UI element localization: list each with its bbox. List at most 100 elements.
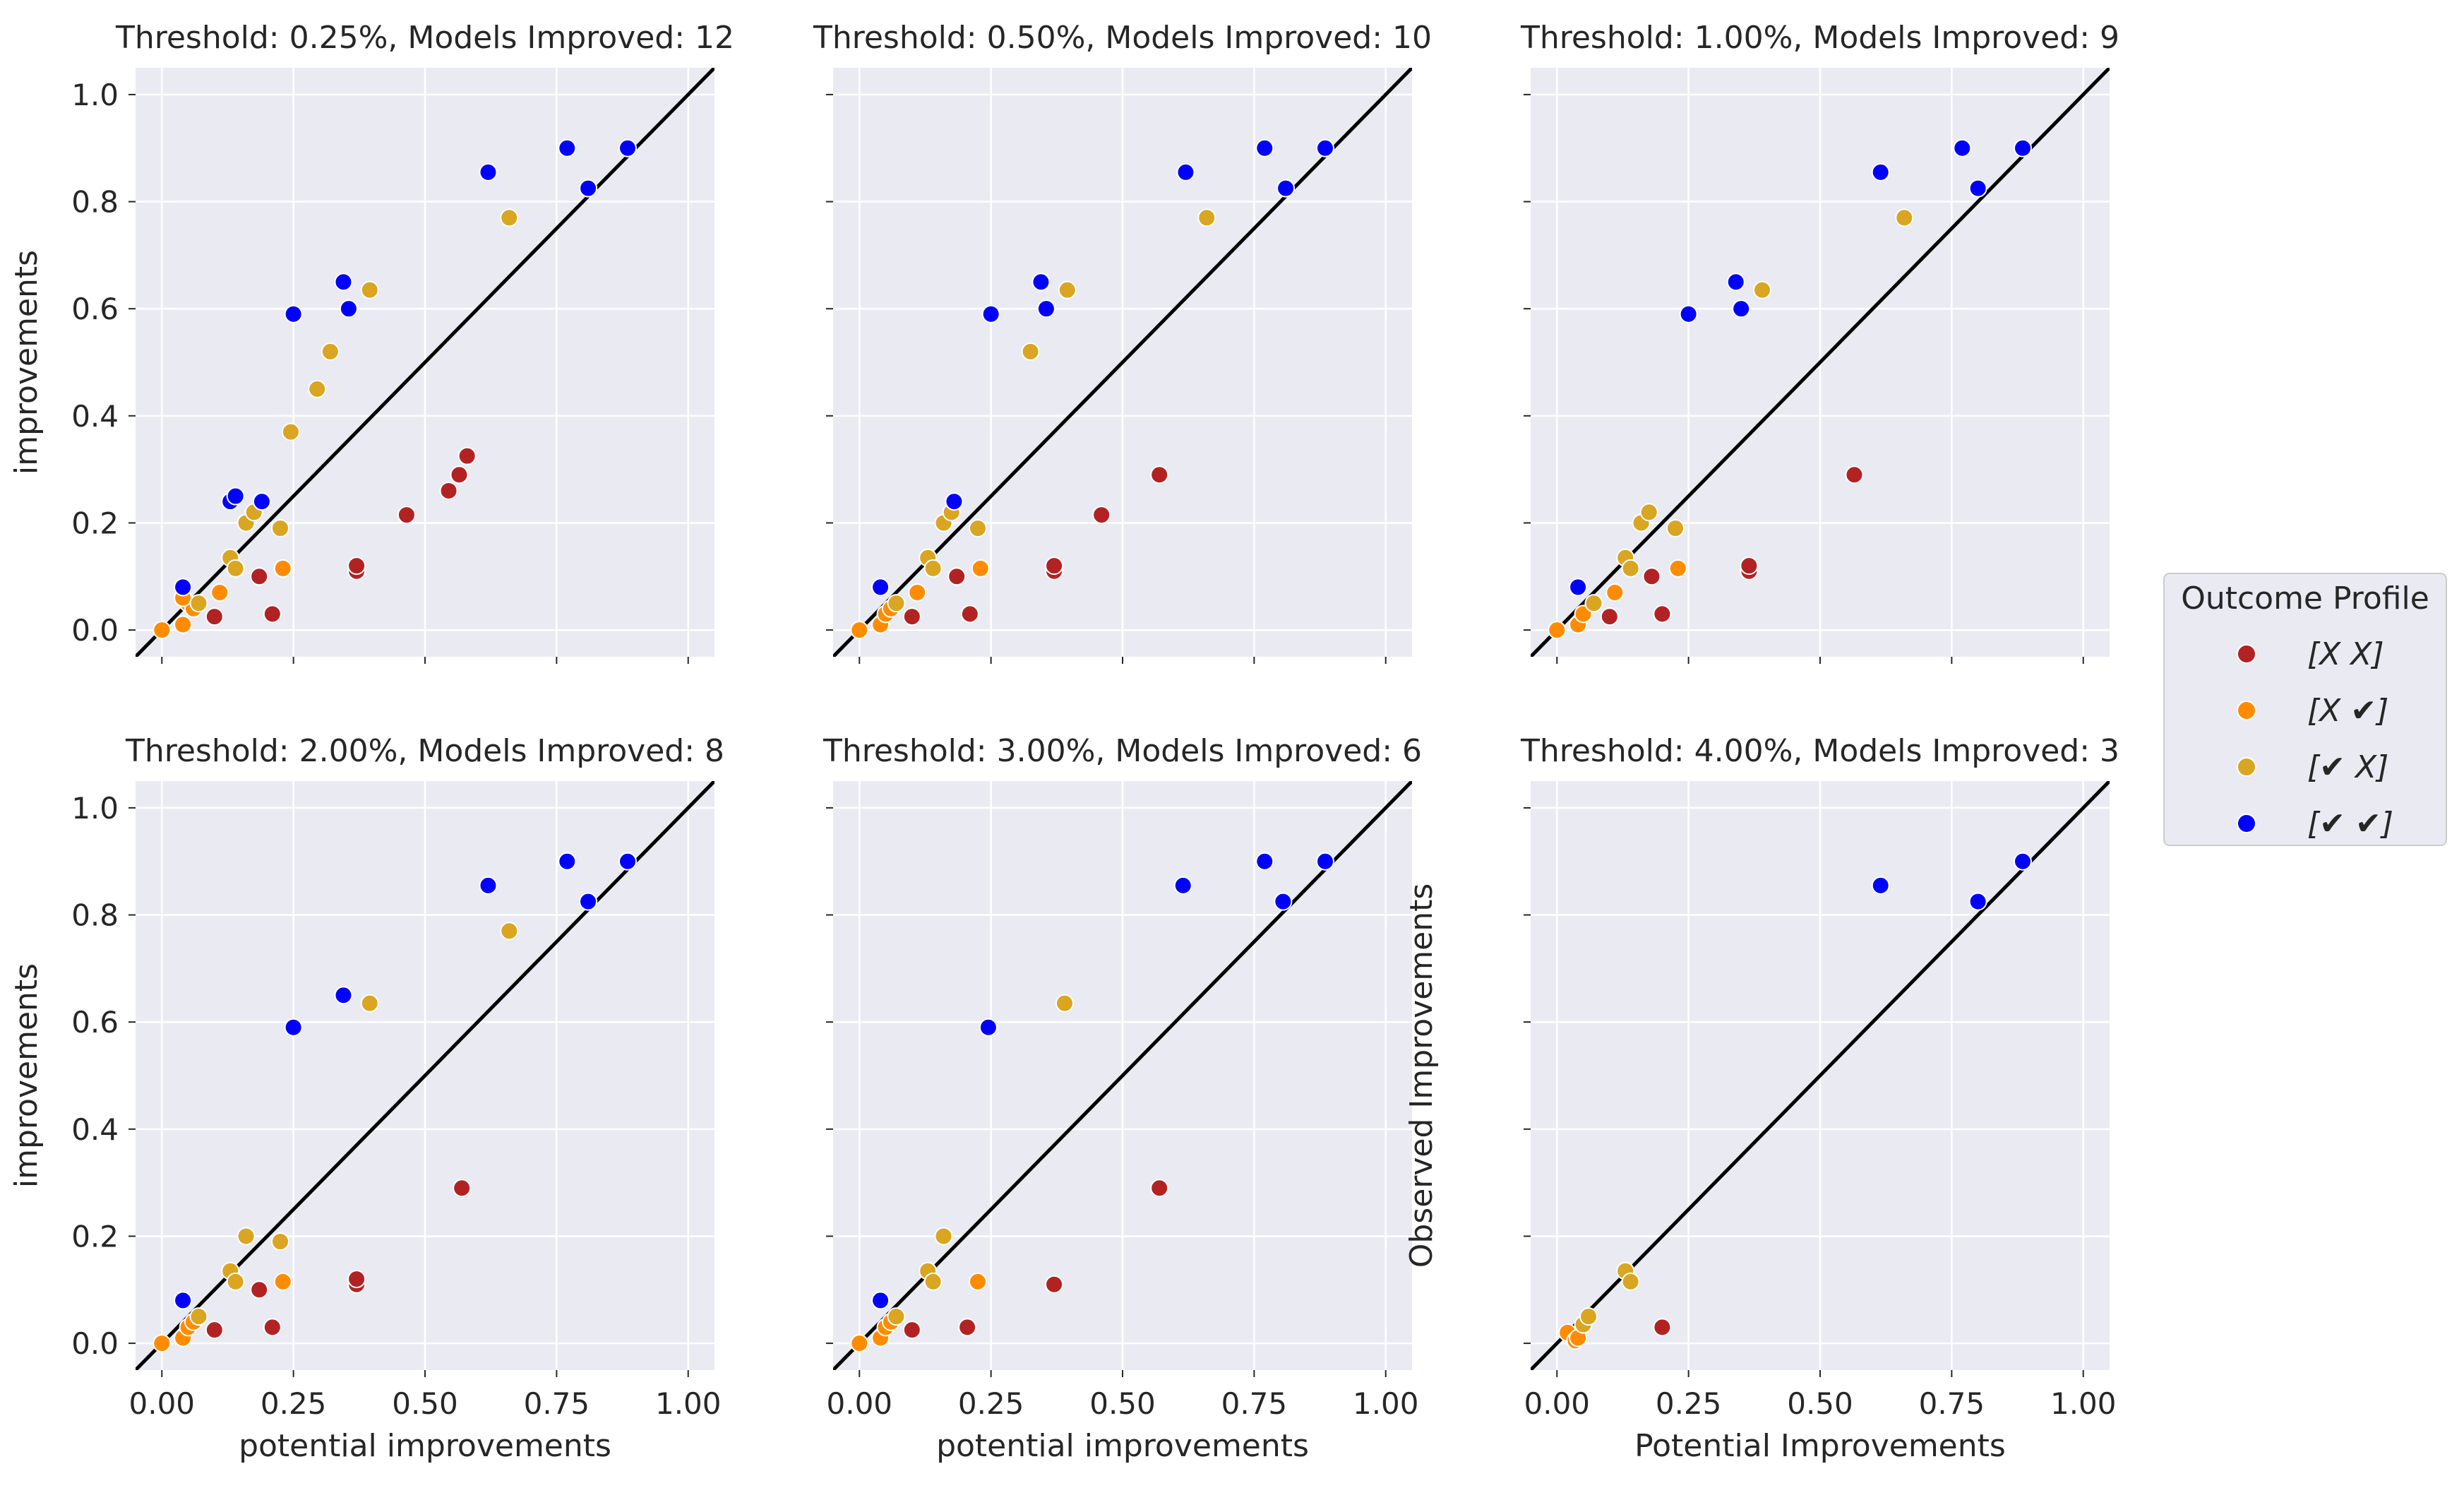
data-point-cc [284,304,303,323]
x-tick-label: 0.75 [1221,1386,1288,1421]
panel-title: Threshold: 4.00%, Models Improved: 3 [1520,733,2119,769]
legend-marker [2237,757,2256,777]
panel-title: Threshold: 3.00%, Models Improved: 6 [823,733,1422,769]
data-point-xx [263,1318,282,1337]
panel-title: Threshold: 1.00%, Models Improved: 9 [1520,20,2119,56]
data-point-cc [1726,273,1745,292]
data-point-cc [1036,299,1055,319]
data-point-xx [1740,556,1759,576]
y-tick-label: 0.4 [71,1112,119,1147]
data-point-xx [902,607,921,626]
data-point-xc [850,1334,869,1353]
data-point-xc [850,621,869,640]
legend-label: [✔ ✔] [2307,806,2393,842]
y-axis-label: Observed Improvements [1404,883,1440,1268]
data-point-xc [1548,621,1567,640]
y-tick-label: 0.0 [71,613,119,648]
data-point-cx [500,922,519,941]
data-point-xx [1653,605,1672,624]
panel-6: 0.00 0.25 0.50 0.75 1.00 Threshold: 4.00%, Mo… [1404,733,2119,1464]
legend-label: [X X] [2307,636,2384,672]
data-point-xx [947,567,967,586]
legend-entry-cx: [✔ X] [2237,749,2388,785]
legend-entry-cc: [✔ ✔] [2237,806,2393,842]
data-point-cc [1176,162,1195,181]
data-point-xx [263,605,282,624]
legend-marker [2237,644,2256,664]
data-point-cc [1276,179,1296,198]
data-point-xc [1605,583,1625,602]
data-point-cc [2014,138,2032,157]
data-point-cx [237,1227,256,1246]
x-tick-label: 1.00 [655,1386,722,1421]
x-tick-label: 1.00 [2050,1386,2117,1421]
data-point-xx [1642,567,1661,586]
data-point-cc [579,892,598,911]
data-point-cx [1021,342,1040,361]
data-point-cc [1255,138,1274,157]
legend-entry-xx: [X X] [2237,636,2384,672]
x-tick-label: 0.75 [1919,1386,1985,1421]
y-tick-label: 0.8 [71,185,119,220]
data-point-cc [558,138,577,157]
data-point-cc [1274,892,1293,911]
x-tick-label: 0.50 [1089,1386,1156,1421]
x-tick-label: 0.00 [129,1386,196,1421]
data-point-cc [981,304,1000,323]
data-point-cx [271,1232,289,1251]
y-axis-label: improvements [8,250,44,475]
y-tick-label: 0.6 [71,1005,119,1040]
data-point-xc [210,583,229,602]
x-tick-label: 0.25 [261,1386,327,1421]
panel-3: Threshold: 1.00%, Models Improved: 9 [1520,20,2119,664]
data-point-cx [226,559,245,578]
data-point-cc [1953,138,1972,157]
data-point-cx [969,519,987,538]
y-tick-label: 0.8 [71,898,119,933]
data-point-xx [1150,1179,1169,1198]
data-point-xc [174,615,193,634]
data-point-cx [226,1272,245,1291]
data-point-xx [1092,506,1111,525]
data-point-cx [1895,208,1914,227]
x-tick-label: 0.00 [1524,1386,1591,1421]
data-point-xx [902,1321,921,1340]
legend: Outcome Profile [X X] [X ✔] [✔ X] [✔ ✔] [2163,573,2447,846]
data-point-xx [1150,465,1169,484]
y-tick-label: 0.4 [71,399,119,434]
panel-title: Threshold: 0.25%, Models Improved: 12 [115,20,734,56]
data-point-cc [579,179,598,198]
x-tick-label: 0.25 [958,1386,1024,1421]
data-point-xc [908,583,927,602]
data-point-cx [1058,280,1077,299]
data-point-cx [923,1272,943,1291]
data-point-cx [1055,994,1074,1013]
data-point-cc [479,162,498,181]
data-point-cx [1666,519,1685,538]
data-point-cc [174,1291,193,1310]
data-point-xc [152,1334,172,1353]
data-point-cc [226,487,245,506]
legend-entry-xc: [X ✔] [2237,693,2388,729]
panel-title: Threshold: 0.50%, Models Improved: 10 [813,20,1432,56]
data-point-cx [1579,1307,1598,1326]
data-point-xx [205,1321,224,1340]
legend-entries: [X X] [X ✔] [✔ X] [✔ ✔] [2237,636,2393,842]
data-point-cc [252,492,271,511]
data-point-xx [439,481,458,500]
data-point-cx [887,594,906,613]
x-axis-label: Potential Improvements [1634,1428,2006,1464]
x-tick-label: 0.25 [1656,1386,1722,1421]
data-point-xx [347,556,366,576]
data-point-cc [1316,852,1334,871]
data-point-cc [1316,138,1334,157]
x-tick-label: 1.00 [1353,1386,1419,1421]
data-point-cc [334,273,353,292]
data-point-cx [934,1227,953,1246]
data-point-xx [1045,1275,1064,1294]
data-point-xc [971,559,990,578]
x-tick-label: 0.50 [1787,1386,1853,1421]
data-point-cc [284,1018,303,1037]
legend-marker [2237,701,2256,720]
